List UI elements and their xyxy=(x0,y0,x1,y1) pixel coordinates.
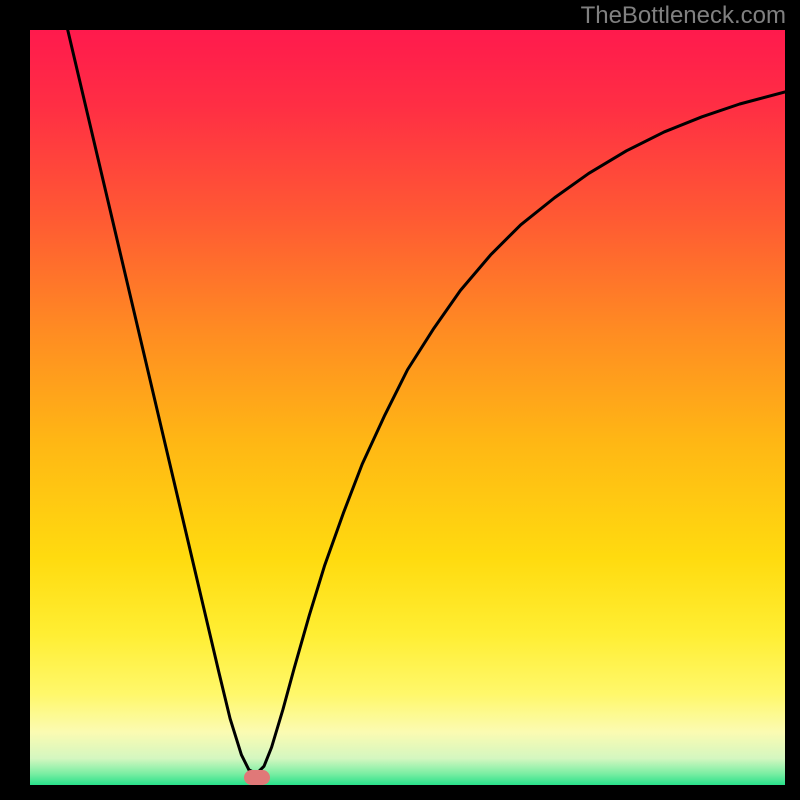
chart-container: TheBottleneck.com xyxy=(0,0,800,800)
curve-svg xyxy=(30,30,785,785)
watermark-text: TheBottleneck.com xyxy=(581,2,786,30)
plot-area xyxy=(30,30,785,785)
bottleneck-curve xyxy=(68,30,785,774)
minimum-marker xyxy=(244,770,270,785)
